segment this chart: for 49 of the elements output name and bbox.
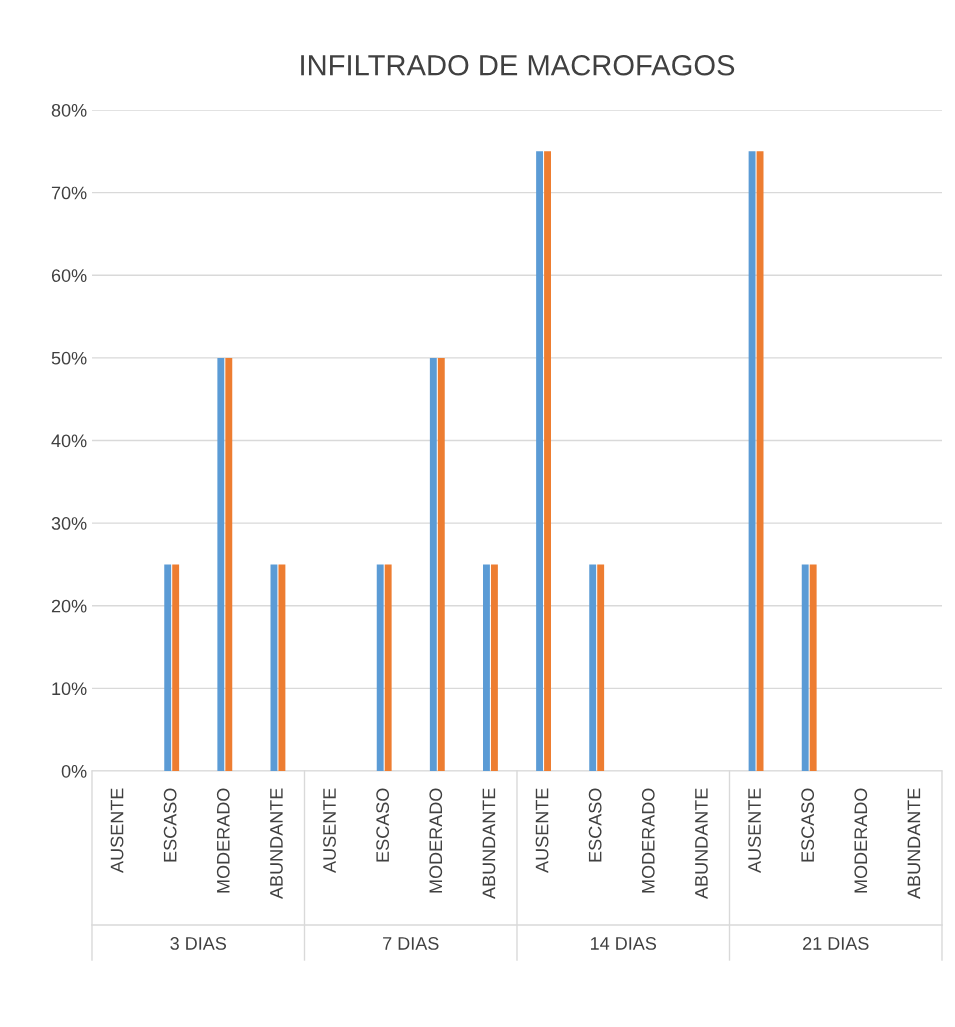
text: 7 DIAS bbox=[383, 937, 439, 950]
y-tick-label: 30% bbox=[51, 517, 87, 530]
x-tick-label: ABUNDANTE bbox=[907, 788, 921, 899]
bar bbox=[589, 564, 597, 771]
bar bbox=[429, 357, 437, 771]
bar bbox=[809, 564, 817, 771]
y-tick-label: 60% bbox=[51, 269, 87, 282]
text: 14 DIAS bbox=[591, 937, 657, 950]
y-tick-label: 70% bbox=[51, 186, 87, 200]
bar bbox=[490, 564, 498, 771]
y-tick-label: 80% bbox=[51, 103, 87, 117]
x-tick-label: ABUNDANTE bbox=[482, 788, 496, 899]
bar bbox=[748, 151, 756, 771]
x-tick-label: MODERADO bbox=[854, 788, 868, 893]
bar bbox=[376, 564, 384, 771]
x-tick-label: MODERADO bbox=[429, 788, 443, 893]
bar bbox=[437, 357, 445, 771]
x-tick-label: MODERADO bbox=[641, 788, 655, 893]
y-tick-label: 40% bbox=[51, 434, 87, 448]
x-tick-label: AUSENTE bbox=[323, 788, 336, 873]
bar bbox=[597, 564, 605, 771]
bar bbox=[217, 357, 225, 771]
bar bbox=[164, 564, 172, 771]
x-tick-label: AUSENTE bbox=[535, 788, 549, 873]
bar bbox=[384, 564, 392, 771]
y-tick-label: 0% bbox=[61, 764, 87, 778]
x-tick-label: AUSENTE bbox=[110, 788, 124, 873]
bar bbox=[270, 564, 278, 771]
bar bbox=[278, 564, 286, 771]
bar bbox=[536, 151, 544, 771]
x-tick-label: ESCASO bbox=[376, 788, 390, 862]
bar bbox=[172, 564, 180, 771]
x-tick-label: ESCASO bbox=[588, 788, 602, 862]
x-tick-label: ABUNDANTE bbox=[270, 788, 283, 899]
text: 21 DIAS bbox=[803, 937, 869, 950]
bar bbox=[544, 151, 551, 771]
x-tick-label: ABUNDANTE bbox=[695, 788, 708, 899]
bar bbox=[483, 564, 490, 771]
x-tick-label: AUSENTE bbox=[748, 788, 761, 873]
x-tick-label: MODERADO bbox=[216, 788, 230, 893]
x-tick-label: ESCASO bbox=[801, 788, 815, 862]
bar bbox=[801, 564, 809, 771]
text: 3 DIAS bbox=[170, 937, 227, 950]
y-tick-label: 20% bbox=[51, 599, 87, 613]
x-tick-label: ESCASO bbox=[163, 788, 177, 862]
y-tick-label: 10% bbox=[52, 682, 87, 696]
chart-title: INFILTRADO DE MACROFAGOS bbox=[301, 54, 735, 76]
y-tick-label: 50% bbox=[51, 351, 87, 365]
bar bbox=[225, 357, 233, 771]
